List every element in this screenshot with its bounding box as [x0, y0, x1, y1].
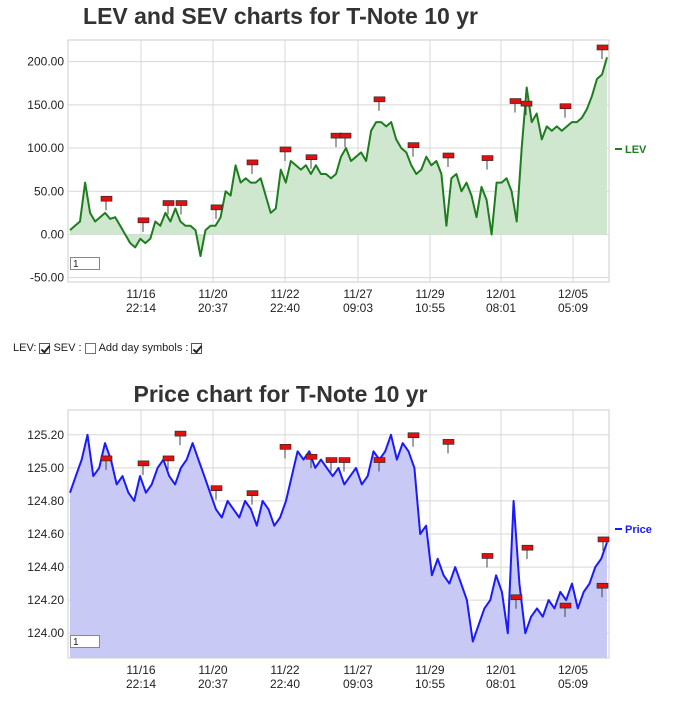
- lev-day-marker: [100, 195, 113, 202]
- lev-y-tick-label: -50.00: [30, 271, 64, 285]
- price-day-marker: [210, 485, 223, 491]
- price-x-tick-date: 11/27: [343, 663, 372, 677]
- lev-series-area: [70, 57, 607, 257]
- price-x-tick-date: 12/05: [558, 663, 588, 677]
- price-chart: 125.20 125.00 124.80 124.60 124.40 124.20 124.…: [27, 409, 652, 691]
- price-day-marker: [521, 544, 534, 551]
- lev-day-marker: [520, 100, 533, 107]
- lev-day-marker: [481, 155, 494, 161]
- price-y-tick-label: 124.40: [27, 560, 64, 574]
- price-day-marker: [279, 444, 292, 450]
- price-day-marker: [137, 460, 150, 467]
- lev-y-tick-label: 150.00: [27, 98, 64, 112]
- lev-x-tick-date: 11/27: [343, 287, 372, 301]
- lev-day-marker: [175, 200, 188, 206]
- price-day-marker: [174, 430, 187, 437]
- price-x-tick-date: 11/22: [270, 663, 299, 677]
- price-x-tick-time: 20:37: [198, 677, 228, 691]
- price-x-tick-time: 08:01: [486, 677, 516, 691]
- lev-legend-label: LEV: [625, 144, 647, 156]
- lev-day-marker: [509, 98, 522, 104]
- price-x-tick-date: 11/16: [126, 663, 155, 677]
- lev-day-marker: [137, 217, 150, 224]
- lev-x-tick-date: 11/22: [270, 287, 299, 301]
- lev-day-marker: [596, 44, 609, 51]
- lev-x-tick-time: 05:09: [558, 301, 588, 315]
- price-x-tick-time: 22:14: [126, 677, 156, 691]
- lev-y-tick-label: 0.00: [41, 227, 65, 241]
- price-y-tick-label: 124.00: [27, 626, 64, 640]
- price-day-marker: [162, 455, 175, 462]
- price-day-marker: [597, 536, 610, 543]
- price-day-marker: [246, 490, 259, 496]
- lev-x-tick-time: 22:40: [270, 301, 300, 315]
- lev-day-marker: [407, 142, 420, 148]
- lev-y-tick-label: 100.00: [27, 141, 64, 155]
- lev-label: LEV:: [13, 342, 37, 354]
- lev-x-tick-date: 11/29: [415, 287, 444, 301]
- price-x-tick-time: 09:03: [343, 677, 373, 691]
- price-series-line: [69, 433, 608, 643]
- price-day-marker: [305, 453, 318, 460]
- price-x-tick-date: 11/29: [415, 663, 444, 677]
- price-y-tick-label: 124.60: [27, 527, 64, 541]
- lev-day-marker: [373, 96, 386, 103]
- chart-controls: LEV: SEV : Add day symbols :: [13, 342, 203, 354]
- lev-x-tick-time: 22:14: [126, 301, 156, 315]
- lev-day-marker: [559, 103, 572, 110]
- price-chart-title: Price chart for T-Note 10 yr: [133, 381, 428, 407]
- sev-label: SEV :: [53, 342, 82, 354]
- lev-day-marker: [162, 200, 175, 206]
- lev-x-tick-time: 10:55: [415, 301, 445, 315]
- price-day-marker: [325, 457, 338, 463]
- lev-x-tick-time: 08:01: [486, 301, 516, 315]
- price-day-marker: [442, 439, 455, 445]
- lev-x-tick-date: 12/01: [486, 287, 516, 301]
- lev-day-marker: [279, 146, 292, 153]
- price-day-marker: [559, 602, 572, 609]
- price-day-marker: [510, 594, 523, 601]
- price-x-tick-time: 05:09: [558, 677, 588, 691]
- price-y-tick-label: 125.00: [27, 461, 64, 475]
- lev-checkbox[interactable]: [39, 342, 51, 354]
- lev-day-marker: [246, 159, 259, 166]
- price-day-marker: [338, 457, 351, 463]
- lev-chart: 200.00150.00100.0050.000.00-50.0011/1622…: [27, 39, 647, 315]
- sev-checkbox[interactable]: [84, 342, 96, 354]
- price-y-tick-label: 124.20: [27, 593, 64, 607]
- price-x-tick-time: 10:55: [415, 677, 445, 691]
- price-y-tick-label: 124.80: [27, 494, 64, 508]
- price-x-tick-date: 12/01: [486, 663, 516, 677]
- lev-plot-area: [67, 39, 610, 283]
- lev-zoom-input[interactable]: 1: [70, 257, 100, 270]
- lev-x-tick-time: 09:03: [343, 301, 373, 315]
- day-symbols-checkbox[interactable]: [191, 342, 203, 354]
- lev-x-tick-date: 11/16: [126, 287, 155, 301]
- price-y-tick-label: 125.20: [27, 428, 64, 442]
- price-zoom-input[interactable]: 1: [70, 635, 100, 648]
- lev-x-tick-date: 12/05: [558, 287, 588, 301]
- price-series-area: [70, 434, 607, 658]
- lev-day-marker: [305, 154, 318, 161]
- lev-day-marker: [339, 132, 352, 139]
- lev-x-tick-date: 11/20: [198, 287, 227, 301]
- lev-series-line: [69, 57, 608, 258]
- price-x-tick-date: 11/20: [198, 663, 227, 677]
- price-day-marker: [596, 582, 609, 589]
- price-day-marker: [100, 455, 113, 462]
- price-day-marker: [373, 457, 386, 463]
- lev-x-tick-time: 20:37: [198, 301, 228, 315]
- lev-day-marker: [442, 152, 455, 159]
- price-x-tick-time: 22:40: [270, 677, 300, 691]
- lev-chart-title: LEV and SEV charts for T-Note 10 yr: [83, 3, 478, 29]
- lev-y-tick-label: 200.00: [27, 55, 64, 69]
- price-day-marker: [481, 553, 494, 559]
- day-symbols-label: Add day symbols :: [98, 342, 189, 354]
- lev-day-marker: [210, 204, 223, 211]
- lev-y-tick-label: 50.00: [34, 184, 64, 198]
- price-day-marker: [407, 432, 420, 439]
- price-legend-label: Price: [625, 524, 652, 536]
